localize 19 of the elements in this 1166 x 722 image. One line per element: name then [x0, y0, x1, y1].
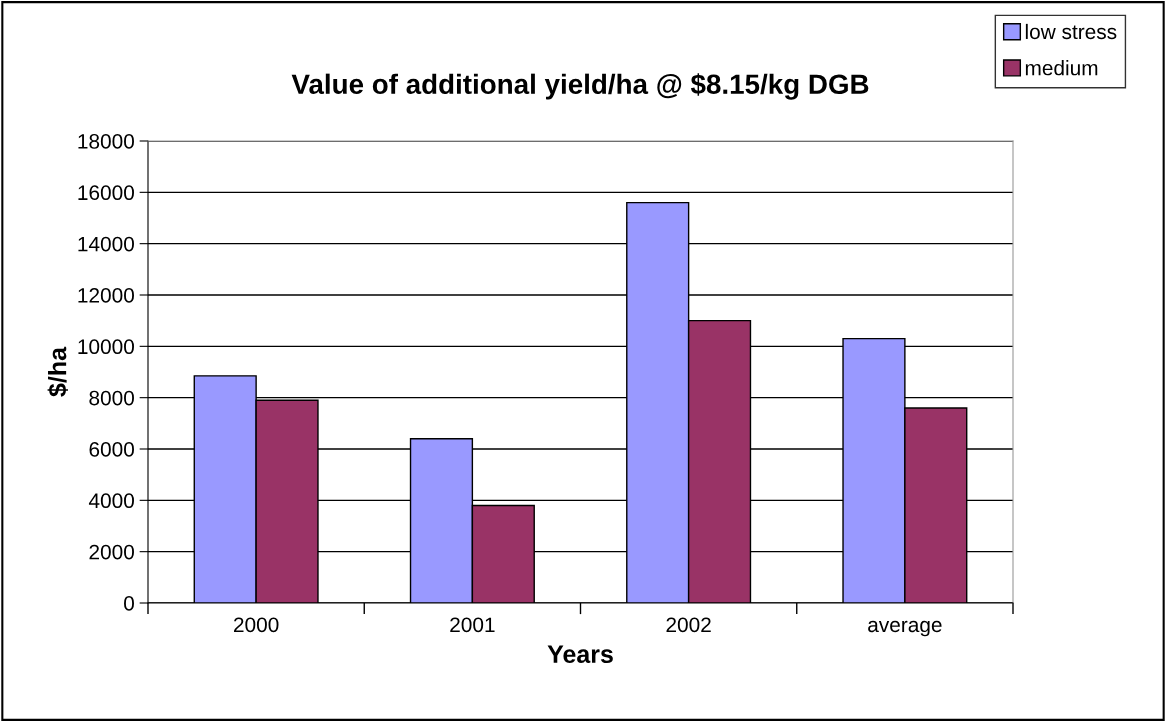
y-tick-label: 12000: [78, 288, 134, 303]
x-tick-label: 2002: [666, 617, 711, 633]
legend-label: medium: [1025, 60, 1098, 76]
y-tick-label: 10000: [78, 339, 134, 355]
y-tick-label: 0: [124, 596, 134, 611]
y-tick-label: 6000: [89, 442, 134, 457]
x-tick-label: 2000: [234, 617, 279, 633]
x-tick-label: 2001: [450, 617, 495, 633]
y-tick-label: 14000: [78, 236, 134, 252]
y-tick-label: 4000: [88, 493, 134, 509]
y-tick-label: 8000: [89, 390, 134, 406]
y-tick-label: 18000: [78, 134, 134, 149]
x-tick-label: average: [868, 620, 942, 637]
y-axis-title: $/ha: [47, 346, 68, 397]
x-axis-title: Years: [547, 645, 613, 664]
chart-title: Value of additional yield/ha @ $8.15/kg DGB: [291, 73, 869, 100]
legend-label: low stress: [1025, 23, 1117, 40]
y-tick-label: 16000: [78, 185, 134, 201]
y-tick-label: 2000: [89, 544, 134, 560]
